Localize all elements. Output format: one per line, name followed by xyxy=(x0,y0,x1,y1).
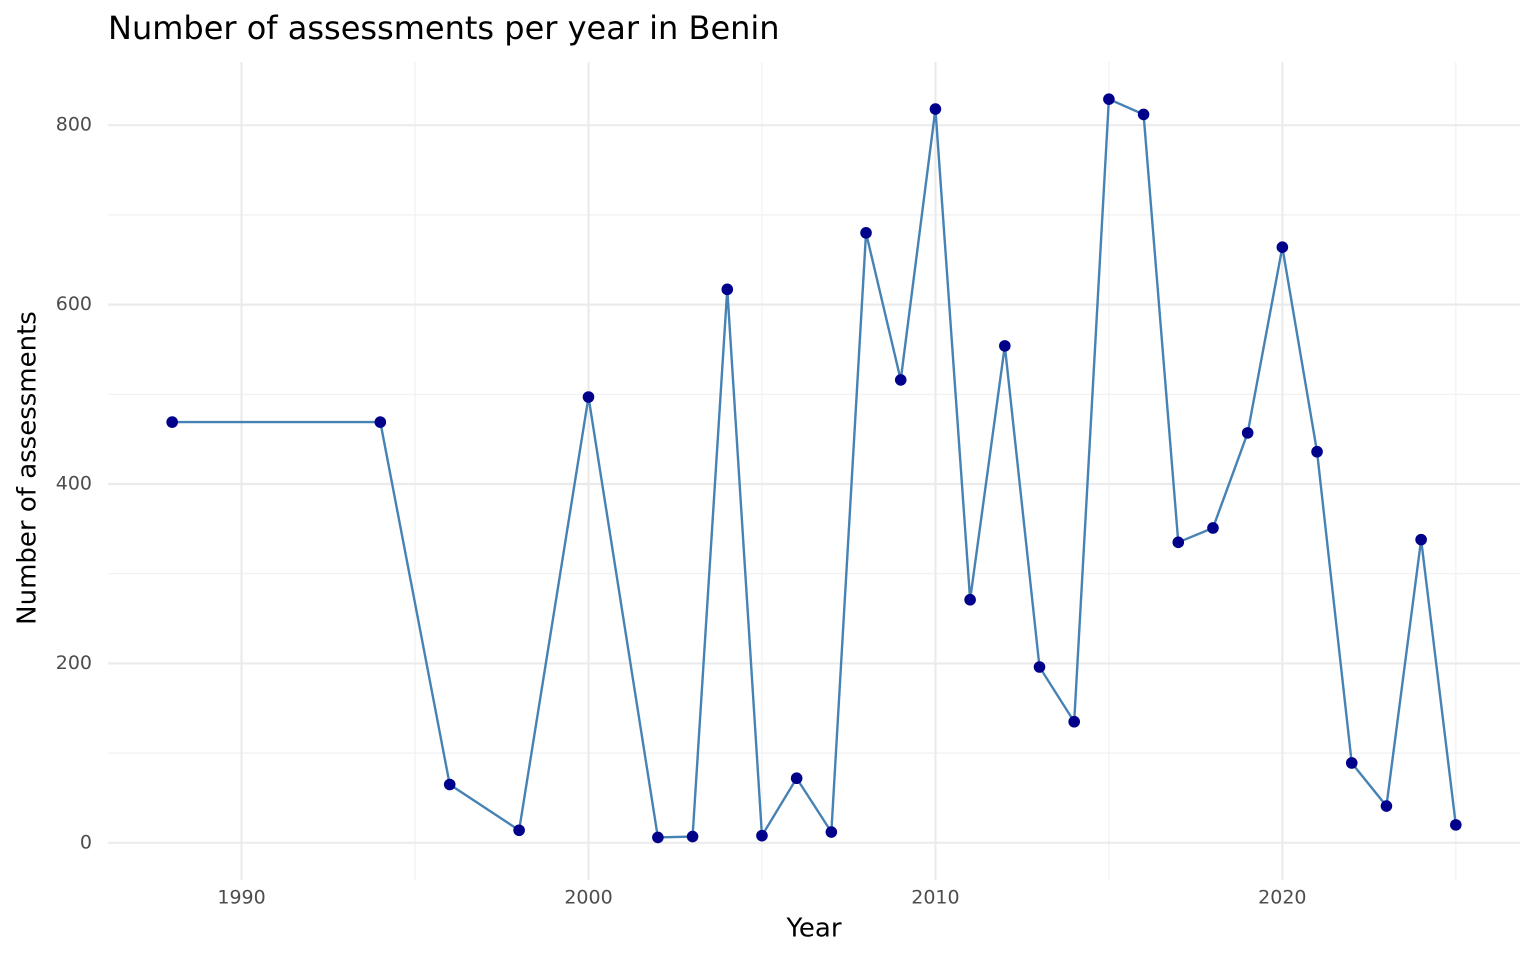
data-point xyxy=(929,103,942,115)
data-point xyxy=(1172,536,1185,549)
data-point xyxy=(1207,522,1219,534)
data-point xyxy=(999,340,1011,352)
data-point xyxy=(1137,108,1150,121)
data-point xyxy=(686,830,699,843)
data-point xyxy=(964,593,976,606)
data-point xyxy=(582,391,595,403)
x-tick-label: 2000 xyxy=(564,887,612,909)
x-tick-label: 2010 xyxy=(911,887,959,909)
y-tick-label: 0 xyxy=(80,831,92,853)
data-point xyxy=(825,826,838,838)
data-point xyxy=(1380,800,1393,812)
data-point xyxy=(1103,93,1115,105)
x-tick-label: 1990 xyxy=(217,887,265,909)
y-axis-label: Number of assessments xyxy=(13,311,43,625)
x-axis-label: Year xyxy=(785,914,841,944)
data-point xyxy=(860,227,872,239)
data-point xyxy=(1033,661,1046,673)
data-point xyxy=(1068,715,1080,728)
data-point xyxy=(443,778,456,791)
data-point xyxy=(790,772,803,785)
data-point xyxy=(721,283,734,296)
y-tick-label: 200 xyxy=(56,652,92,674)
data-point xyxy=(1415,533,1427,546)
data-point xyxy=(652,831,664,844)
data-point xyxy=(374,416,387,428)
data-point xyxy=(1241,427,1254,439)
data-point xyxy=(1345,757,1358,769)
data-point xyxy=(756,829,768,842)
data-point xyxy=(166,416,178,428)
data-point xyxy=(1311,445,1323,458)
chart-title: Number of assessments per year in Benin xyxy=(108,9,780,47)
y-tick-label: 800 xyxy=(56,114,92,136)
data-point xyxy=(894,374,907,386)
y-tick-label: 600 xyxy=(56,293,92,315)
series-line xyxy=(172,97,1458,840)
x-tick-label: 2020 xyxy=(1258,887,1306,909)
y-tick-label: 400 xyxy=(56,473,92,495)
data-point xyxy=(1276,241,1289,253)
data-point xyxy=(513,824,525,837)
data-point xyxy=(1450,819,1462,831)
